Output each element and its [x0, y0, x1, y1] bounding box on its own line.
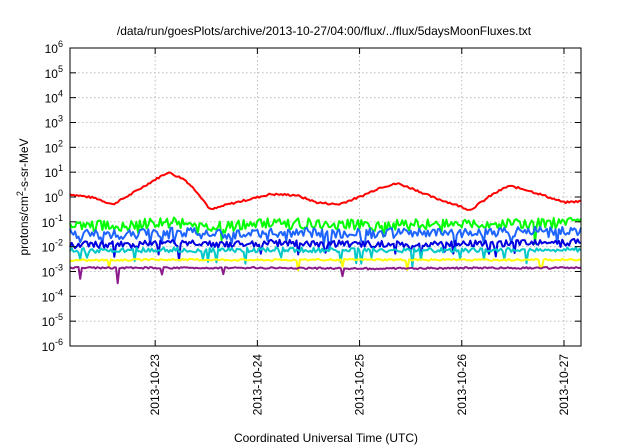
y-tick-exponent: -5 [55, 312, 63, 322]
y-tick-label: 106 [45, 39, 63, 56]
y-tick-label: 102 [45, 138, 63, 155]
y-tick-base: 10 [45, 166, 59, 180]
y-tick-base: 10 [42, 315, 56, 329]
y-tick-label: 10-5 [42, 312, 63, 329]
y-tick-exponent: 3 [58, 114, 63, 124]
y-tick-base: 10 [42, 241, 56, 255]
series-line [69, 171, 582, 211]
x-tick-label: 2013-10-24 [250, 354, 264, 416]
y-tick-exponent: -6 [55, 337, 63, 347]
x-tick-label: 2013-10-26 [455, 354, 469, 416]
y-tick-base: 10 [42, 290, 56, 304]
series-line [69, 216, 582, 245]
y-tick-label: 104 [45, 89, 63, 106]
x-tick-label: 2013-10-25 [353, 354, 367, 416]
y-tick-base: 10 [45, 42, 59, 56]
y-tick-label: 10-2 [42, 238, 63, 255]
series-line [69, 266, 582, 285]
series-line [69, 225, 582, 251]
y-tick-base: 10 [45, 117, 59, 131]
y-tick-base: 10 [45, 67, 59, 81]
y-tick-exponent: 1 [58, 163, 63, 173]
y-tick-exponent: -4 [55, 287, 63, 297]
series-line [69, 238, 582, 262]
y-tick-label: 105 [45, 64, 63, 81]
y-tick-exponent: 0 [58, 188, 63, 198]
y-tick-exponent: 4 [58, 89, 63, 99]
x-axis: 2013-10-23 2013-10-24 2013-10-25 2013-10-26… [148, 48, 571, 415]
chart-title: /data/run/goesPlots/archive/2013-10-27/0… [117, 24, 532, 38]
y-tick-label: 10-3 [42, 263, 63, 280]
x-tick-label: 2013-10-27 [557, 354, 571, 416]
y-tick-label: 10-6 [42, 337, 63, 354]
y-tick-label: 101 [45, 163, 63, 180]
y-tick-base: 10 [42, 266, 56, 280]
y-label-prefix: protons/cm [17, 196, 31, 255]
y-tick-label: 10-4 [42, 287, 63, 304]
y-tick-exponent: 2 [58, 138, 63, 148]
y-tick-exponent: -2 [55, 238, 63, 248]
y-tick-base: 10 [45, 92, 59, 106]
series-group [69, 171, 582, 285]
y-tick-exponent: -3 [55, 263, 63, 273]
y-tick-base: 10 [42, 340, 56, 354]
y-tick-exponent: 5 [58, 64, 63, 74]
y-tick-exponent: 6 [58, 39, 63, 49]
y-axis-label: protons/cm2-s-sr-MeV [15, 138, 31, 255]
y-tick-base: 10 [45, 141, 59, 155]
y-tick-base: 10 [42, 216, 56, 230]
y-tick-base: 10 [45, 191, 59, 205]
y-tick-exponent: -1 [55, 213, 63, 223]
y-tick-label: 10-1 [42, 213, 63, 230]
x-axis-label: Coordinated Universal Time (UTC) [234, 431, 418, 445]
y-tick-label: 100 [45, 188, 63, 205]
series-line [69, 246, 582, 268]
y-label-suffix: -s-sr-MeV [17, 138, 31, 191]
y-axis: 10-610-510-410-310-210-11001011021031041… [42, 39, 581, 354]
y-tick-label: 103 [45, 114, 63, 131]
series-line [69, 257, 582, 272]
y-label-sup: 2 [15, 191, 25, 196]
grid [70, 48, 581, 346]
x-tick-label: 2013-10-23 [148, 354, 162, 416]
